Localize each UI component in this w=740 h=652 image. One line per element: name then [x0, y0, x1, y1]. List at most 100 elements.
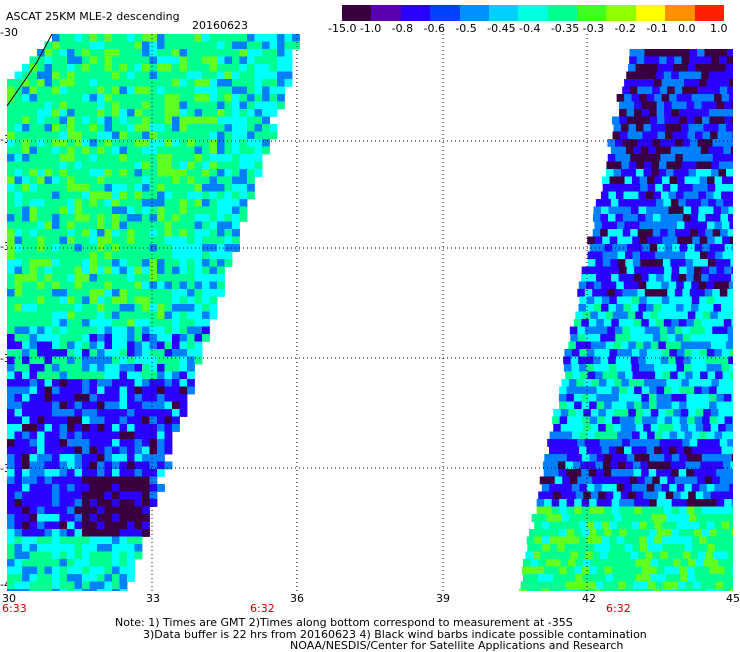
swath-cell	[97, 334, 105, 342]
swath-cell	[105, 102, 113, 110]
swath-cell	[690, 289, 698, 297]
swath-cell	[150, 432, 158, 440]
swath-cell	[732, 109, 733, 117]
swath-cell	[22, 222, 30, 230]
swath-cell	[30, 94, 38, 102]
swath-cell	[7, 199, 15, 207]
swath-cell	[37, 574, 45, 582]
swath-cell	[522, 567, 530, 575]
swath-cell	[660, 229, 668, 237]
swath-cell	[22, 282, 30, 290]
swath-cell	[625, 544, 633, 552]
swath-cell	[646, 357, 654, 365]
swath-cell	[45, 297, 53, 305]
swath-cell	[120, 162, 128, 170]
swath-cell	[716, 274, 724, 282]
swath-cell	[67, 297, 75, 305]
swath-cell	[135, 207, 143, 215]
swath-cell	[150, 424, 158, 432]
swath-cell	[82, 567, 90, 575]
colorbar-segment	[606, 5, 636, 21]
swath-cell	[52, 79, 60, 87]
swath-cell	[150, 499, 158, 507]
swath-cell	[150, 462, 158, 470]
swath-cell	[653, 192, 661, 200]
swath-cell	[701, 469, 709, 477]
swath-cell	[142, 147, 150, 155]
swath-cell	[82, 252, 90, 260]
swath-cell	[675, 229, 683, 237]
swath-cell	[157, 162, 165, 170]
swath-cell	[630, 552, 638, 560]
swath-cell	[217, 289, 225, 297]
swath-cell	[82, 379, 90, 387]
swath-cell	[22, 507, 30, 515]
swath-cell	[37, 522, 45, 530]
swath-cell	[574, 529, 582, 537]
swath-cell	[629, 162, 637, 170]
swath-cell	[705, 229, 713, 237]
swath-cell	[675, 139, 683, 147]
swath-cell	[693, 582, 701, 590]
swath-cell	[621, 409, 629, 417]
swath-cell	[247, 192, 255, 200]
swath-cell	[608, 154, 616, 162]
swath-cell	[202, 177, 210, 185]
swath-cell	[202, 64, 210, 72]
swath-cell	[112, 484, 120, 492]
swath-cell	[210, 139, 218, 147]
swath-cell	[636, 169, 644, 177]
swath-cell	[630, 139, 638, 147]
swath-cell	[82, 409, 90, 417]
swath-cell	[67, 462, 75, 470]
swath-cell	[90, 462, 98, 470]
swath-cell	[195, 162, 203, 170]
swath-cell	[82, 229, 90, 237]
swath-cell	[277, 79, 285, 87]
swath-cell	[45, 207, 53, 215]
swath-cell	[195, 229, 203, 237]
swath-cell	[30, 552, 38, 560]
swath-cell	[547, 477, 555, 485]
swath-cell	[45, 432, 53, 440]
swath-cell	[630, 334, 638, 342]
swath-cell	[90, 484, 98, 492]
swath-cell	[135, 34, 143, 42]
swath-cell	[210, 184, 218, 192]
swath-cell	[105, 72, 113, 80]
swath-cell	[704, 57, 712, 65]
swath-cell	[37, 304, 45, 312]
swath-cell	[37, 177, 45, 185]
swath-cell	[15, 304, 23, 312]
swath-cell	[30, 327, 38, 335]
swath-cell	[694, 319, 702, 327]
swath-cell	[692, 297, 700, 305]
swath-cell	[277, 94, 285, 102]
swath-cell	[709, 529, 717, 537]
swath-cell	[696, 342, 704, 350]
swath-cell	[270, 57, 278, 65]
swath-cell	[60, 312, 68, 320]
swath-cell	[642, 387, 650, 395]
swath-cell	[7, 477, 15, 485]
swath-cell	[647, 364, 655, 372]
swath-cell	[22, 424, 30, 432]
swath-cell	[45, 94, 53, 102]
swath-cell	[45, 372, 53, 380]
swath-cell	[660, 49, 668, 57]
swath-cell	[731, 274, 733, 282]
swath-cell	[120, 229, 128, 237]
swath-cell	[217, 117, 225, 125]
swath-cell	[157, 304, 165, 312]
swath-cell	[37, 147, 45, 155]
swath-cell	[217, 252, 225, 260]
swath-cell	[15, 484, 23, 492]
swath-cell	[90, 552, 98, 560]
swath-cell	[37, 87, 45, 95]
swath-cell	[663, 147, 671, 155]
swath-cell	[90, 574, 98, 582]
swath-cell	[679, 72, 687, 80]
swath-cell	[60, 154, 68, 162]
swath-cell	[670, 544, 678, 552]
swath-cell	[590, 574, 598, 582]
